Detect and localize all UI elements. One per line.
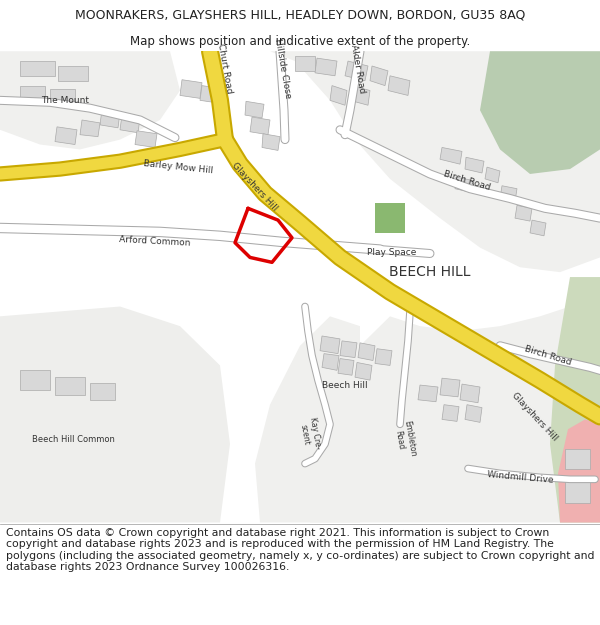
Text: Beech Hill: Beech Hill [322, 381, 368, 389]
Polygon shape [245, 101, 264, 118]
Text: Map shows position and indicative extent of the property.: Map shows position and indicative extent… [130, 34, 470, 48]
Polygon shape [565, 449, 590, 469]
Polygon shape [200, 86, 222, 103]
Polygon shape [465, 405, 482, 422]
Polygon shape [20, 86, 45, 101]
Polygon shape [100, 109, 120, 128]
Polygon shape [180, 80, 202, 98]
Polygon shape [375, 203, 405, 233]
Polygon shape [20, 61, 55, 76]
Text: Churt Road: Churt Road [216, 43, 234, 94]
Polygon shape [460, 384, 480, 402]
Text: Beech Hill Common: Beech Hill Common [32, 434, 115, 444]
Polygon shape [310, 297, 600, 522]
Polygon shape [262, 134, 280, 151]
Polygon shape [322, 354, 339, 371]
Text: Birch Road: Birch Road [442, 169, 491, 192]
Polygon shape [550, 277, 600, 522]
Text: Arford Common: Arford Common [119, 236, 191, 248]
Polygon shape [320, 336, 340, 354]
Text: Windmill Drive: Windmill Drive [487, 470, 554, 485]
Polygon shape [250, 117, 270, 135]
Polygon shape [50, 89, 75, 102]
Text: Alder Road: Alder Road [349, 44, 367, 94]
Polygon shape [20, 371, 50, 390]
Polygon shape [500, 186, 517, 201]
Polygon shape [340, 341, 357, 357]
Text: Embleton
Road: Embleton Road [392, 419, 418, 459]
Polygon shape [358, 343, 375, 361]
Polygon shape [135, 131, 157, 148]
Polygon shape [418, 385, 438, 402]
Polygon shape [442, 405, 459, 421]
Polygon shape [465, 158, 484, 173]
Polygon shape [120, 115, 140, 132]
Polygon shape [455, 177, 474, 192]
Text: Glayshers Hill: Glayshers Hill [230, 161, 280, 212]
Polygon shape [440, 378, 460, 397]
Polygon shape [375, 349, 392, 366]
Polygon shape [485, 167, 500, 182]
Polygon shape [370, 66, 388, 86]
Polygon shape [0, 306, 230, 522]
Polygon shape [355, 362, 372, 380]
Polygon shape [55, 127, 77, 144]
Text: Kay Cre-
scent: Kay Cre- scent [298, 417, 322, 452]
Text: The Mount: The Mount [41, 96, 89, 105]
Polygon shape [80, 120, 100, 137]
Text: Birch Road: Birch Road [523, 344, 572, 367]
Polygon shape [350, 86, 370, 105]
Text: BEECH HILL: BEECH HILL [389, 265, 471, 279]
Polygon shape [558, 419, 600, 522]
Text: Play Space: Play Space [367, 248, 416, 257]
Polygon shape [255, 316, 360, 522]
Polygon shape [345, 61, 368, 81]
Polygon shape [480, 51, 600, 174]
Text: Barley Mow Hill: Barley Mow Hill [143, 159, 213, 175]
Polygon shape [530, 220, 546, 236]
Polygon shape [90, 383, 115, 400]
Polygon shape [55, 378, 85, 395]
Polygon shape [388, 76, 410, 96]
Polygon shape [440, 148, 462, 164]
Text: Hillside Close: Hillside Close [273, 38, 293, 99]
Polygon shape [565, 478, 590, 503]
Polygon shape [338, 359, 354, 375]
Polygon shape [315, 58, 337, 76]
Polygon shape [295, 56, 315, 71]
Polygon shape [255, 51, 600, 272]
Polygon shape [330, 86, 347, 105]
Text: Contains OS data © Crown copyright and database right 2021. This information is : Contains OS data © Crown copyright and d… [6, 528, 595, 572]
Text: MOONRAKERS, GLAYSHERS HILL, HEADLEY DOWN, BORDON, GU35 8AQ: MOONRAKERS, GLAYSHERS HILL, HEADLEY DOWN… [75, 9, 525, 22]
Text: Glayshers Hill: Glayshers Hill [511, 391, 560, 442]
Polygon shape [0, 51, 180, 149]
Polygon shape [515, 206, 532, 221]
Polygon shape [58, 66, 88, 81]
